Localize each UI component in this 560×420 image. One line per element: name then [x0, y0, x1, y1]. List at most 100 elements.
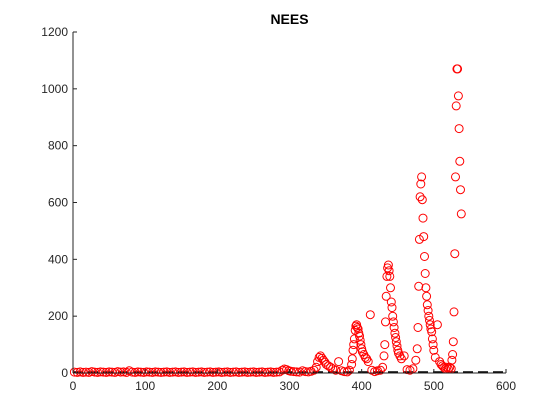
data-point — [119, 367, 128, 377]
data-point — [107, 367, 117, 377]
data-point — [156, 367, 166, 377]
data-point — [413, 323, 423, 332]
data-point — [257, 367, 267, 377]
data-point — [334, 357, 344, 367]
y-tick-label: 800 — [48, 139, 68, 153]
data-point — [194, 367, 204, 377]
x-tick-label: 100 — [135, 379, 155, 393]
data-point — [347, 354, 357, 364]
data-point — [311, 362, 321, 372]
y-tick-label: 600 — [48, 196, 68, 210]
data-point — [353, 324, 363, 334]
data-point — [214, 367, 224, 377]
data-point — [266, 367, 276, 377]
data-point — [263, 367, 273, 377]
data-point — [382, 271, 392, 281]
data-point — [355, 335, 365, 345]
data-point — [251, 367, 261, 377]
data-point — [139, 367, 149, 377]
data-point — [127, 367, 137, 377]
data-point — [142, 367, 152, 377]
data-point — [363, 357, 373, 367]
data-point — [150, 367, 160, 377]
data-point — [179, 367, 189, 377]
data-point — [388, 311, 398, 321]
data-point — [349, 334, 359, 344]
data-point — [387, 303, 397, 313]
data-point — [399, 351, 409, 361]
data-point — [386, 297, 396, 307]
x-tick-label: 200 — [207, 379, 227, 393]
data-point — [81, 367, 91, 377]
data-point — [202, 367, 212, 377]
data-point — [356, 340, 366, 350]
data-point — [188, 367, 198, 377]
data-point — [355, 331, 364, 341]
data-point — [153, 367, 163, 377]
data-point — [447, 355, 457, 365]
y-tick-label: 1000 — [41, 82, 68, 96]
data-point — [300, 367, 310, 377]
data-point — [422, 291, 432, 301]
data-point — [95, 367, 105, 377]
data-point — [432, 320, 442, 330]
data-point — [454, 124, 464, 134]
data-point — [423, 306, 433, 315]
data-point — [416, 179, 426, 189]
data-point — [450, 249, 460, 259]
data-point — [348, 345, 358, 355]
data-points-layer — [69, 64, 466, 377]
x-tick-label: 400 — [352, 379, 372, 393]
data-point — [391, 337, 401, 347]
data-point — [424, 311, 434, 321]
data-point — [269, 367, 279, 377]
data-point — [260, 367, 270, 377]
data-point — [456, 185, 465, 195]
data-point — [237, 367, 247, 377]
data-point — [456, 209, 466, 219]
data-point — [75, 367, 85, 377]
data-point — [159, 367, 169, 377]
data-point — [375, 365, 385, 375]
data-point — [415, 192, 425, 202]
data-point — [420, 252, 429, 261]
data-point — [391, 333, 401, 342]
data-point — [220, 367, 229, 377]
data-point — [243, 367, 253, 377]
data-point — [176, 367, 186, 377]
data-point — [439, 362, 449, 372]
data-point — [386, 283, 395, 293]
data-point — [205, 367, 215, 377]
x-tick-label: 0 — [70, 379, 77, 393]
data-point — [390, 328, 400, 338]
data-point — [451, 172, 460, 182]
y-tick-label: 400 — [48, 252, 68, 266]
data-point — [418, 213, 428, 223]
data-point — [389, 323, 399, 332]
data-point — [254, 367, 264, 377]
data-point — [417, 172, 427, 182]
data-point — [425, 320, 435, 330]
data-point — [248, 367, 258, 377]
data-point — [451, 101, 461, 111]
data-point — [113, 367, 123, 377]
data-point — [168, 367, 178, 377]
data-point — [453, 91, 463, 101]
data-point — [352, 323, 362, 332]
y-tick-label: 0 — [61, 366, 68, 380]
data-point — [147, 367, 157, 377]
data-point — [383, 260, 393, 270]
data-point — [309, 365, 319, 375]
x-tick-label: 500 — [424, 379, 444, 393]
data-point — [182, 367, 192, 377]
data-point — [422, 300, 432, 310]
data-point — [378, 362, 388, 372]
data-point — [442, 362, 452, 372]
chart-title: NEES — [270, 11, 308, 27]
data-point — [93, 367, 102, 377]
data-point — [342, 367, 352, 377]
data-point — [173, 367, 183, 377]
data-point — [428, 340, 438, 350]
data-point — [344, 365, 354, 375]
y-tick-label: 1200 — [41, 25, 68, 39]
